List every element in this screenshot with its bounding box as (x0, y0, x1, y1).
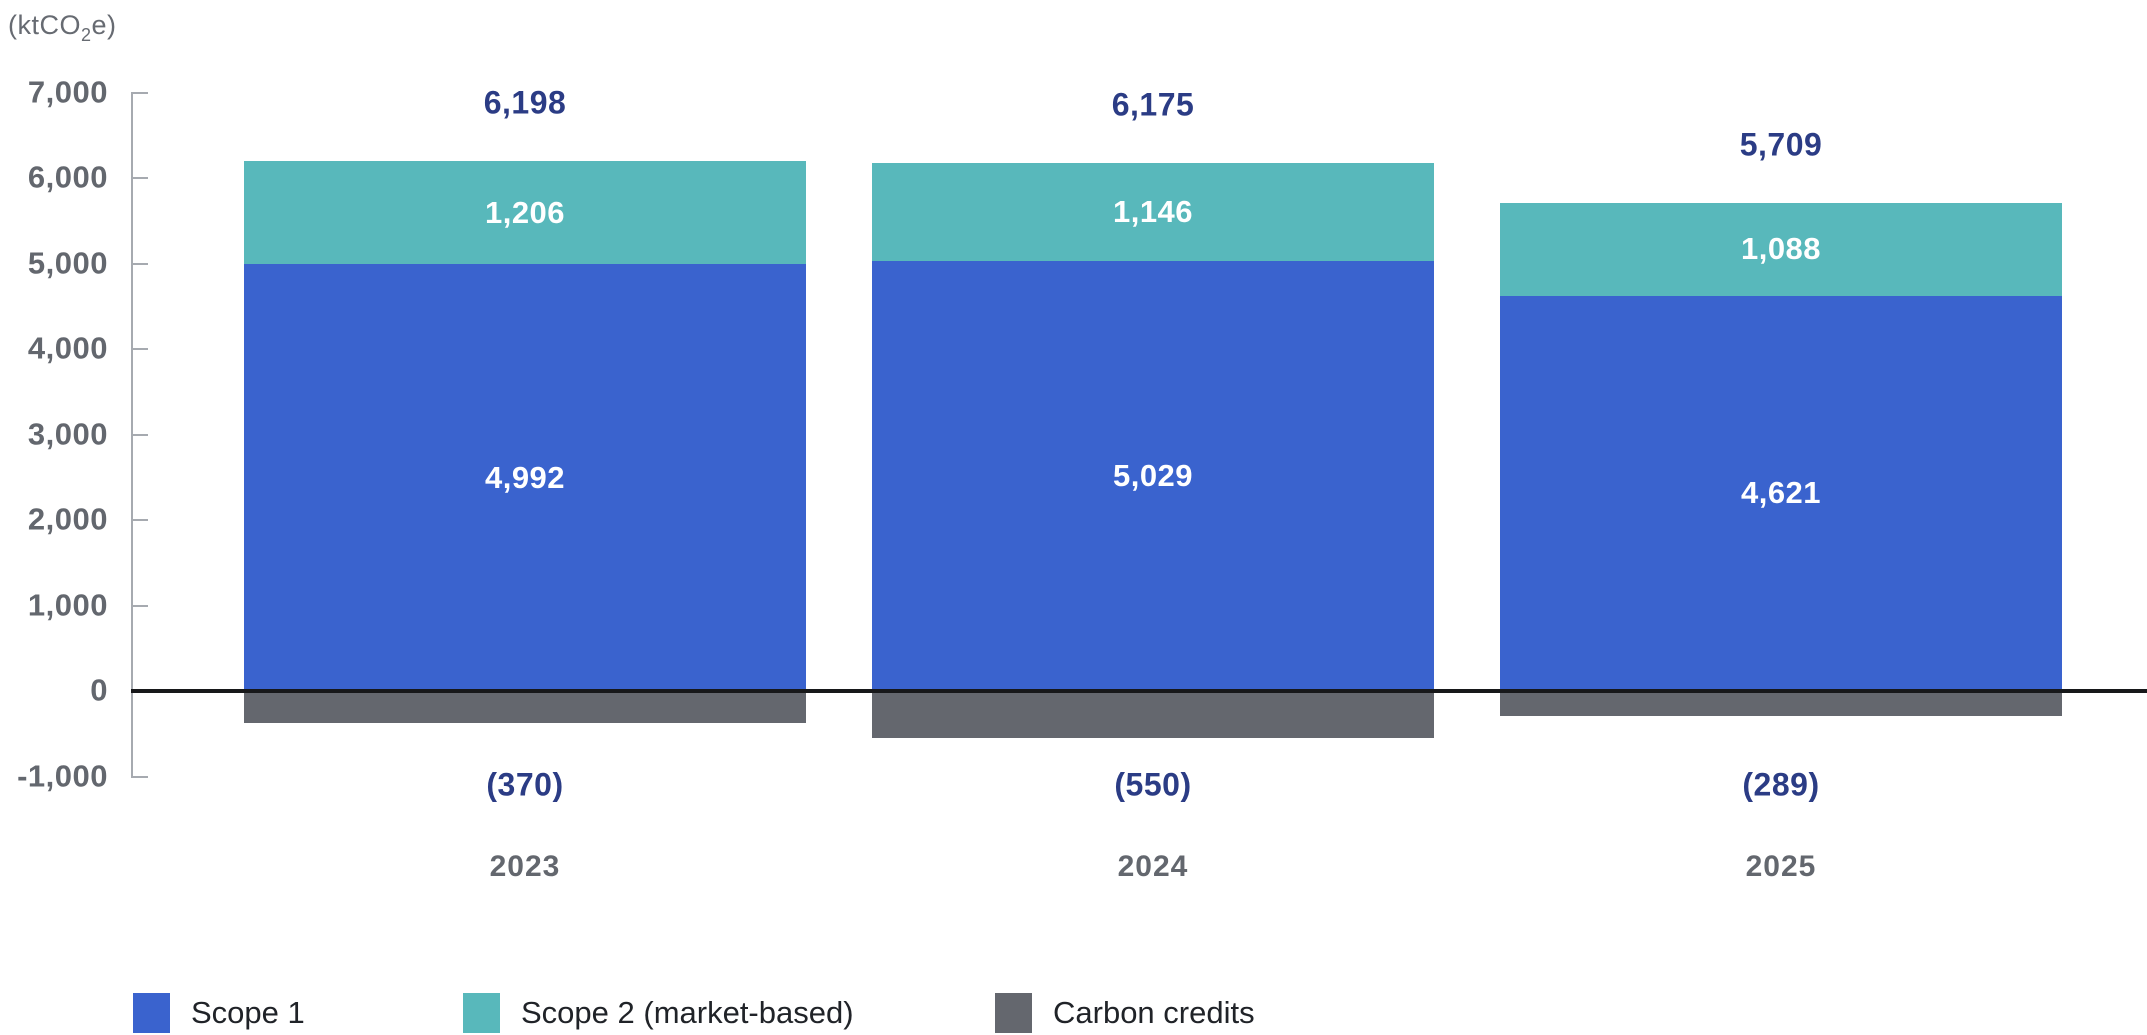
unit-label-suffix: e) (91, 10, 117, 40)
y-axis-tick (131, 775, 148, 778)
y-axis-tick (131, 433, 148, 436)
scope2-value-label: 1,088 (1740, 231, 1822, 267)
legend-label: Scope 2 (market-based) (521, 995, 854, 1030)
unit-label-subscript: 2 (81, 25, 92, 45)
total-value-label: 6,198 (483, 84, 567, 121)
y-axis-tick-label: 0 (90, 672, 108, 708)
scope2-bar-segment (872, 163, 1434, 261)
y-axis-unit-label: (ktCO2e) (8, 10, 117, 46)
x-axis-category-label: 2025 (1745, 850, 1817, 883)
carbon-credits-value-label: (370) (486, 766, 564, 803)
x-axis-category-label: 2024 (1117, 850, 1189, 883)
y-axis-tick (131, 177, 148, 179)
total-value-label: 5,709 (1739, 126, 1823, 163)
y-axis-tick (131, 262, 148, 265)
carbon-credits-value-label: (550) (1114, 766, 1192, 803)
legend-swatch-icon (995, 993, 1032, 1033)
scope1-value-label: 4,621 (1740, 475, 1822, 511)
scope1-bar-segment (872, 261, 1434, 691)
y-axis-tick (131, 348, 148, 350)
scope1-value-label: 5,029 (1112, 458, 1194, 493)
x-axis-category-label: 2023 (489, 850, 561, 883)
y-axis-tick (131, 604, 148, 607)
carbon-credits-bar-segment (872, 691, 1434, 739)
scope2-bar-segment (244, 161, 806, 265)
y-axis-tick (131, 91, 148, 94)
scope1-bar-segment (1500, 295, 2062, 691)
y-axis-tick-label: 5,000 (27, 244, 108, 280)
legend-swatch-icon (133, 993, 170, 1033)
y-axis-tick (131, 519, 148, 521)
legend-swatch-icon (463, 993, 500, 1033)
y-axis-tick-label: 3,000 (27, 415, 108, 451)
scope2-bar-segment (1500, 202, 2062, 296)
carbon-credits-value-label: (289) (1742, 766, 1820, 803)
y-axis-tick-label: 6,000 (27, 159, 108, 195)
y-axis-tick-label: 7,000 (27, 73, 108, 109)
unit-label-prefix: (ktCO (8, 10, 81, 40)
scope1-bar-segment (244, 264, 806, 691)
carbon-credits-bar-segment (1500, 691, 2062, 716)
legend-label: Scope 1 (191, 995, 305, 1030)
y-axis-tick-label: 4,000 (27, 330, 108, 366)
carbon-credits-bar-segment (244, 691, 806, 723)
scope2-value-label: 1,206 (484, 194, 566, 230)
y-axis-tick-label: 2,000 (27, 501, 108, 537)
legend-label: Carbon credits (1053, 995, 1255, 1030)
zero-baseline (131, 689, 2147, 693)
y-axis-tick-label: 1,000 (27, 586, 108, 622)
total-value-label: 6,175 (1111, 86, 1195, 123)
scope1-value-label: 4,992 (484, 459, 566, 495)
scope2-value-label: 1,146 (1112, 194, 1194, 230)
y-axis-tick-label: -1,000 (17, 757, 108, 793)
